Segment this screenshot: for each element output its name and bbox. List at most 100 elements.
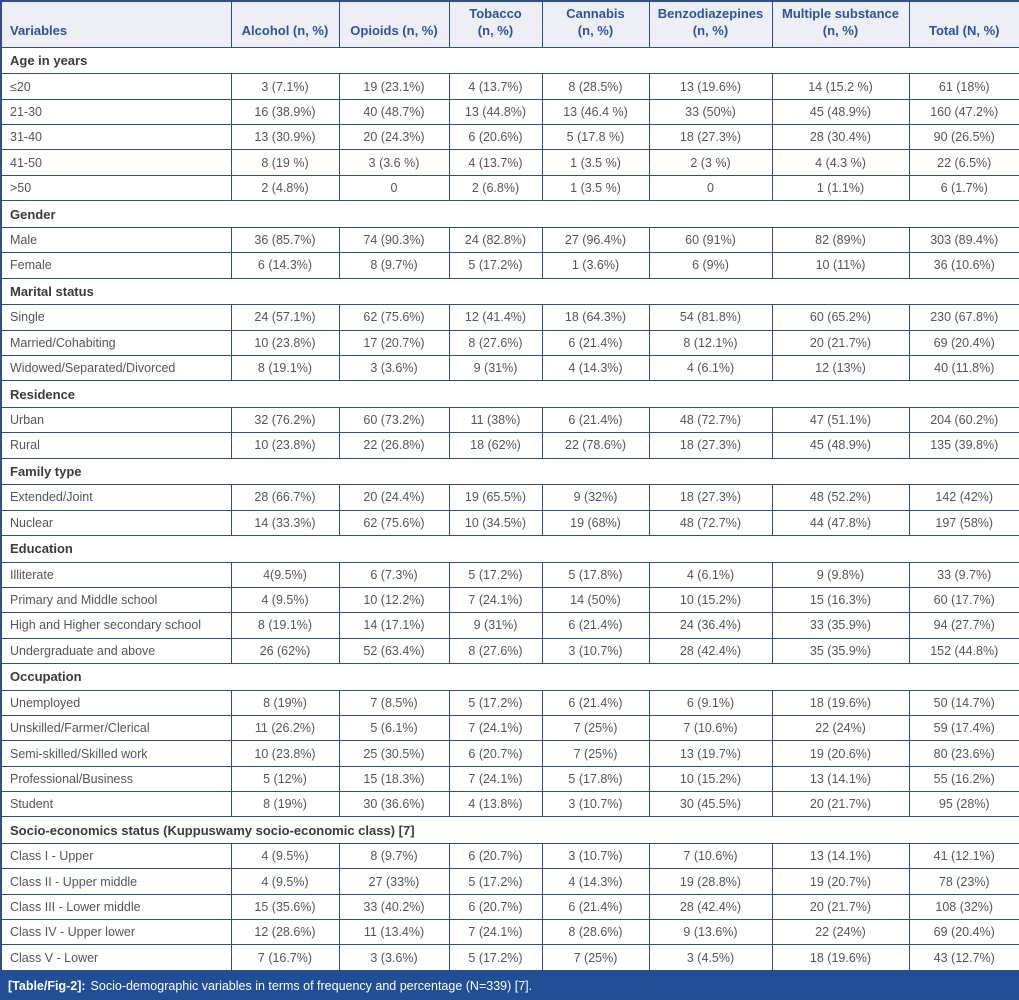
table-row: Married/Cohabiting 10 (23.8%) 17 (20.7%) 8 … xyxy=(0,329,1019,356)
section-header: Family type xyxy=(0,457,1019,486)
data-cell: 1 (3.5 %) xyxy=(541,174,650,202)
table-row: Class IV - Upper lower 12 (28.6%) 11 (13.4… xyxy=(0,919,1019,946)
caption-label: [Table/Fig-2]: xyxy=(8,979,86,993)
data-cell: 35 (35.9%) xyxy=(771,637,910,665)
table-caption: [Table/Fig-2]: Socio-demographic variabl… xyxy=(0,972,1019,1000)
data-cell: 4 (9.5%) xyxy=(230,868,340,895)
table-row: Class I - Upper 4 (9.5%) 8 (9.7%) 6 (20.7%)… xyxy=(0,843,1019,870)
row-label: Extended/Joint xyxy=(0,484,232,511)
data-cell: 5 (17.8%) xyxy=(541,765,650,793)
data-cell: 20 (21.7%) xyxy=(771,329,910,356)
data-cell: 19 (65.5%) xyxy=(448,484,543,511)
data-cell: 3 (4.5%) xyxy=(648,944,773,972)
table-row: Unemployed 8 (19%) 7 (8.5%) 5 (17.2%) 6 (21.… xyxy=(0,689,1019,717)
data-cell: 5 (17.2%) xyxy=(448,252,543,279)
data-cell: 3 (10.7%) xyxy=(541,791,650,818)
data-cell: 8 (28.6%) xyxy=(541,919,650,946)
data-cell: 8 (12.1%) xyxy=(648,329,773,356)
data-cell: 24 (57.1%) xyxy=(230,304,340,331)
data-cell: 152 (44.8%) xyxy=(908,637,1019,665)
data-cell: 3 (7.1%) xyxy=(230,73,340,100)
data-cell: 14 (50%) xyxy=(541,586,650,614)
data-cell: 5 (17.2%) xyxy=(448,689,543,717)
data-cell: 69 (20.4%) xyxy=(908,329,1019,356)
data-cell: 18 (19.6%) xyxy=(771,944,910,972)
section-row: Marital status xyxy=(0,277,1019,306)
row-label: 21-30 xyxy=(0,98,232,126)
data-cell: 22 (78.6%) xyxy=(541,432,650,459)
data-cell: 30 (36.6%) xyxy=(338,791,450,818)
data-cell: 33 (50%) xyxy=(648,98,773,126)
data-cell: 160 (47.2%) xyxy=(908,98,1019,126)
data-cell: 18 (62%) xyxy=(448,432,543,459)
data-cell: 27 (96.4%) xyxy=(541,226,650,254)
data-cell: 6 (20.7%) xyxy=(448,893,543,921)
table-row: Student 8 (19%) 30 (36.6%) 4 (13.8%) 3 (10.7… xyxy=(0,791,1019,818)
data-cell: 14 (33.3%) xyxy=(230,509,340,536)
table-row: Female 6 (14.3%) 8 (9.7%) 5 (17.2%) 1 (3.6%)… xyxy=(0,252,1019,279)
data-cell: 9 (9.8%) xyxy=(771,561,910,588)
data-cell: 45 (48.9%) xyxy=(771,98,910,126)
data-cell: 19 (68%) xyxy=(541,509,650,536)
table-row: Unskilled/Farmer/Clerical 11 (26.2%) 5 (6.… xyxy=(0,715,1019,742)
data-cell: 6 (20.7%) xyxy=(448,843,543,870)
data-cell: 8 (19 %) xyxy=(230,149,340,176)
table-row: Urban 32 (76.2%) 60 (73.2%) 11 (38%) 6 (21.4… xyxy=(0,406,1019,434)
data-cell: 22 (24%) xyxy=(771,919,910,946)
data-cell: 33 (35.9%) xyxy=(771,612,910,639)
section-row: Occupation xyxy=(0,663,1019,691)
data-cell: 13 (44.8%) xyxy=(448,98,543,126)
data-cell: 10 (23.8%) xyxy=(230,740,340,767)
table-row: Primary and Middle school 4 (9.5%) 10 (12.… xyxy=(0,586,1019,614)
data-cell: 13 (19.7%) xyxy=(648,740,773,767)
data-cell: 41 (12.1%) xyxy=(908,843,1019,870)
data-cell: 18 (19.6%) xyxy=(771,689,910,717)
data-cell: 5 (17.2%) xyxy=(448,868,543,895)
data-cell: 9 (31%) xyxy=(448,354,543,382)
data-cell: 4(9.5%) xyxy=(230,561,340,588)
data-cell: 69 (20.4%) xyxy=(908,919,1019,946)
data-cell: 54 (81.8%) xyxy=(648,304,773,331)
data-cell: 7 (24.1%) xyxy=(448,586,543,614)
data-cell: 48 (72.7%) xyxy=(648,406,773,434)
data-cell: 60 (91%) xyxy=(648,226,773,254)
data-cell: 28 (42.4%) xyxy=(648,893,773,921)
data-cell: 5 (12%) xyxy=(230,765,340,793)
data-cell: 2 (6.8%) xyxy=(448,174,543,202)
data-cell: 47 (51.1%) xyxy=(771,406,910,434)
data-cell: 62 (75.6%) xyxy=(338,304,450,331)
data-cell: 22 (6.5%) xyxy=(908,149,1019,176)
data-cell: 60 (65.2%) xyxy=(771,304,910,331)
data-cell: 28 (30.4%) xyxy=(771,124,910,151)
data-cell: 4 (13.7%) xyxy=(448,73,543,100)
data-cell: 11 (13.4%) xyxy=(338,919,450,946)
data-cell: 135 (39.8%) xyxy=(908,432,1019,459)
data-cell: 17 (20.7%) xyxy=(338,329,450,356)
data-cell: 10 (11%) xyxy=(771,252,910,279)
data-cell: 8 (27.6%) xyxy=(448,637,543,665)
data-cell: 1 (3.6%) xyxy=(541,252,650,279)
data-cell: 13 (46.4 %) xyxy=(541,98,650,126)
data-cell: 6 (21.4%) xyxy=(541,406,650,434)
data-cell: 6 (21.4%) xyxy=(541,689,650,717)
data-cell: 13 (19.6%) xyxy=(648,73,773,100)
section-header: Occupation xyxy=(0,663,1019,691)
data-cell: 32 (76.2%) xyxy=(230,406,340,434)
data-cell: 80 (23.6%) xyxy=(908,740,1019,767)
section-row: Gender xyxy=(0,200,1019,228)
data-cell: 8 (19%) xyxy=(230,689,340,717)
data-cell: 18 (64.3%) xyxy=(541,304,650,331)
table-row: Male 36 (85.7%) 74 (90.3%) 24 (82.8%) 27 (96… xyxy=(0,226,1019,254)
data-cell: 60 (17.7%) xyxy=(908,586,1019,614)
data-cell: 13 (14.1%) xyxy=(771,843,910,870)
table-row: Rural 10 (23.8%) 22 (26.8%) 18 (62%) 22 (78.… xyxy=(0,432,1019,459)
data-cell: 28 (42.4%) xyxy=(648,637,773,665)
section-header: Gender xyxy=(0,200,1019,228)
data-cell: 20 (21.7%) xyxy=(771,791,910,818)
data-cell: 40 (11.8%) xyxy=(908,354,1019,382)
data-cell: 10 (23.8%) xyxy=(230,432,340,459)
data-cell: 3 (3.6 %) xyxy=(338,149,450,176)
section-row: Age in years xyxy=(0,46,1019,75)
data-cell: 13 (14.1%) xyxy=(771,765,910,793)
